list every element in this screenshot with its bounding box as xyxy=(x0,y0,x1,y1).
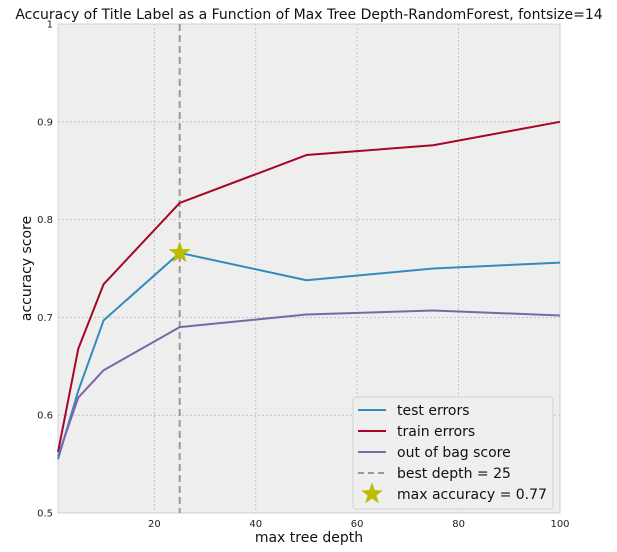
data-point xyxy=(559,262,561,264)
series-line-3 xyxy=(57,309,561,457)
data-point xyxy=(77,397,79,399)
x-tick-label: 40 xyxy=(249,519,262,530)
y-tick-label: 1 xyxy=(47,20,53,31)
data-point xyxy=(77,348,79,350)
data-point xyxy=(432,310,434,312)
y-tick-label: 0.6 xyxy=(37,411,53,422)
data-point xyxy=(305,279,307,281)
y-tick-label: 0.5 xyxy=(37,509,53,520)
x-tick-label: 100 xyxy=(550,519,569,530)
tick-labels: 20 40 60 80 100 0.5 0.6 0.7 0.8 0.9 1 xyxy=(37,20,569,531)
data-point xyxy=(305,313,307,315)
data-point xyxy=(559,314,561,316)
data-point xyxy=(432,268,434,270)
y-tick-label: 0.8 xyxy=(37,215,53,226)
data-point xyxy=(57,458,59,460)
data-point xyxy=(103,283,105,285)
data-point xyxy=(57,455,59,457)
data-point xyxy=(432,144,434,146)
series-line-2 xyxy=(57,120,561,453)
x-tick-label: 80 xyxy=(452,519,465,530)
y-axis-title: accuracy score xyxy=(19,216,35,321)
chart-marks xyxy=(57,24,561,513)
x-axis-title: max tree depth xyxy=(255,530,363,546)
x-tick-label: 60 xyxy=(351,519,364,530)
legend-label: best depth = 25 xyxy=(397,466,511,482)
legend-swatch-star xyxy=(360,482,384,504)
data-point xyxy=(559,121,561,123)
y-tick-label: 0.7 xyxy=(37,313,53,324)
legend-label: out of bag score xyxy=(397,445,511,461)
data-point xyxy=(103,369,105,371)
y-tick-label: 0.9 xyxy=(37,117,53,128)
legend-label: train errors xyxy=(397,424,475,440)
legend-box xyxy=(352,396,554,510)
chart-title: Accuracy of Title Label as a Function of… xyxy=(15,7,602,23)
data-point xyxy=(179,202,181,204)
plot-frame xyxy=(57,23,561,514)
data-point xyxy=(77,390,79,392)
x-tick-label: 20 xyxy=(148,519,161,530)
legend-label: test errors xyxy=(397,403,470,419)
data-point xyxy=(305,154,307,156)
legend-label: max accuracy = 0.77 xyxy=(397,487,547,503)
legend: test errors train errors out of bag score b… xyxy=(352,396,554,510)
data-point xyxy=(179,326,181,328)
max-accuracy-star xyxy=(168,241,191,263)
data-point xyxy=(103,319,105,321)
